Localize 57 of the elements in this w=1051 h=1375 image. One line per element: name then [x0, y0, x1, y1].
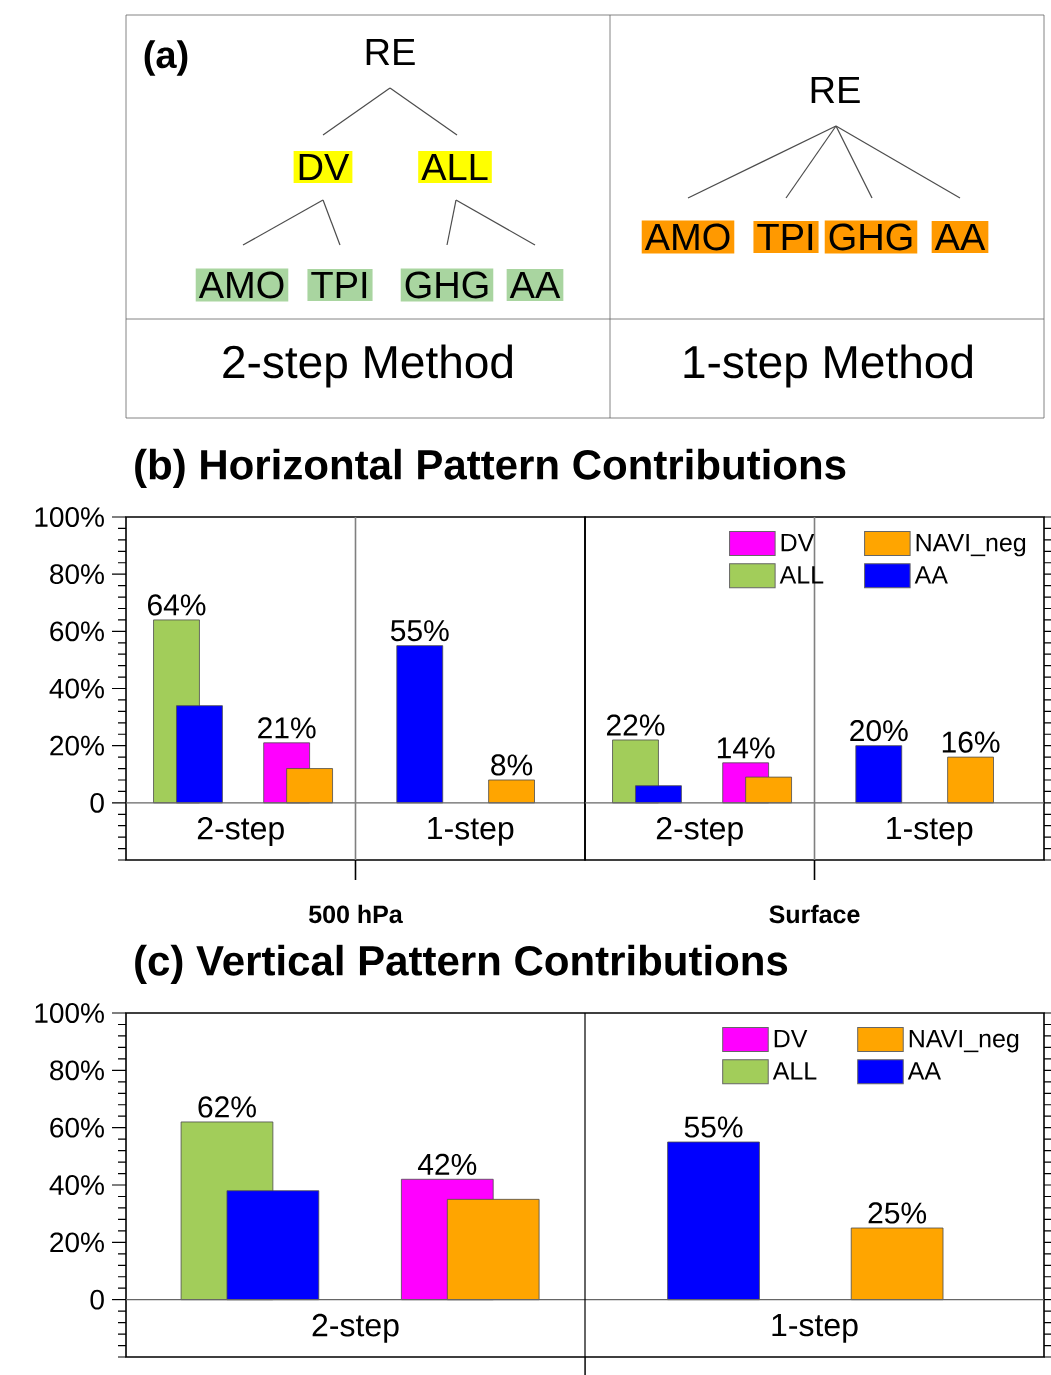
- data-label: 62%: [198, 1096, 256, 1118]
- legend-label: DV: [774, 1030, 808, 1048]
- data-label: 42%: [417, 1153, 477, 1175]
- text: AA: [934, 223, 986, 251]
- y-tick-label: 100%: [35, 1003, 104, 1023]
- y-tick-label: 80%: [50, 1060, 104, 1081]
- x-axis-title: 500 hPa: [309, 904, 403, 924]
- data-label: 64%: [148, 594, 206, 616]
- x-tick-label: 2-step: [312, 1313, 399, 1343]
- y-tick-label: 60%: [50, 621, 104, 642]
- text: GHG: [405, 271, 488, 299]
- text: ALL: [421, 153, 488, 181]
- legend-label: DV: [781, 533, 815, 552]
- y-tick-label: 0: [90, 792, 104, 813]
- data-label: 22%: [606, 714, 665, 736]
- text: RE: [811, 76, 860, 104]
- chart-title: (b) Horizontal Pattern Contributions: [135, 448, 846, 488]
- data-label: 25%: [868, 1202, 927, 1224]
- legend-label: ALL: [779, 566, 824, 584]
- data-label: 55%: [684, 1116, 743, 1138]
- text: AA: [509, 271, 561, 299]
- x-tick-label: 1-step: [772, 1314, 858, 1343]
- legend-label: AA: [907, 1062, 942, 1080]
- text: TPI: [311, 271, 367, 299]
- text: GHG: [829, 223, 912, 251]
- data-label: 21%: [258, 717, 316, 739]
- chart-title: (c) Vertical Pattern Contributions: [135, 944, 788, 984]
- text: TPI: [757, 223, 813, 251]
- legend-label: AA: [914, 566, 948, 584]
- y-tick-label: 20%: [50, 1232, 104, 1253]
- data-label: 16%: [942, 731, 1000, 753]
- data-label: 8%: [491, 754, 533, 776]
- legend-label: NAVI_neg: [909, 1030, 1019, 1053]
- x-tick-label: 1-step: [428, 817, 514, 846]
- x-tick-label: 1-step: [887, 817, 973, 846]
- y-tick-label: 80%: [50, 564, 104, 585]
- text: AMO: [644, 223, 730, 251]
- text: 1-step Method: [684, 344, 972, 388]
- y-tick-label: 40%: [49, 678, 104, 699]
- data-label: 20%: [850, 720, 908, 742]
- x-axis-title: Surface: [769, 904, 860, 924]
- y-tick-label: 20%: [50, 735, 104, 756]
- text: (a): [144, 40, 188, 76]
- x-tick-label: 2-step: [197, 816, 284, 846]
- text: AMO: [198, 271, 284, 299]
- text: DV: [299, 153, 350, 181]
- y-tick-label: 40%: [49, 1175, 104, 1195]
- legend-label: NAVI_neg: [916, 533, 1026, 557]
- legend-label: ALL: [772, 1062, 817, 1080]
- text: RE: [366, 38, 415, 66]
- x-tick-label: 2-step: [656, 816, 743, 846]
- y-tick-label: 0: [90, 1289, 104, 1310]
- y-tick-label: 60%: [50, 1117, 104, 1138]
- text: 2-step Method: [223, 344, 512, 388]
- y-tick-label: 100%: [35, 507, 104, 527]
- data-label: 14%: [717, 737, 775, 759]
- data-label: 55%: [390, 620, 449, 642]
